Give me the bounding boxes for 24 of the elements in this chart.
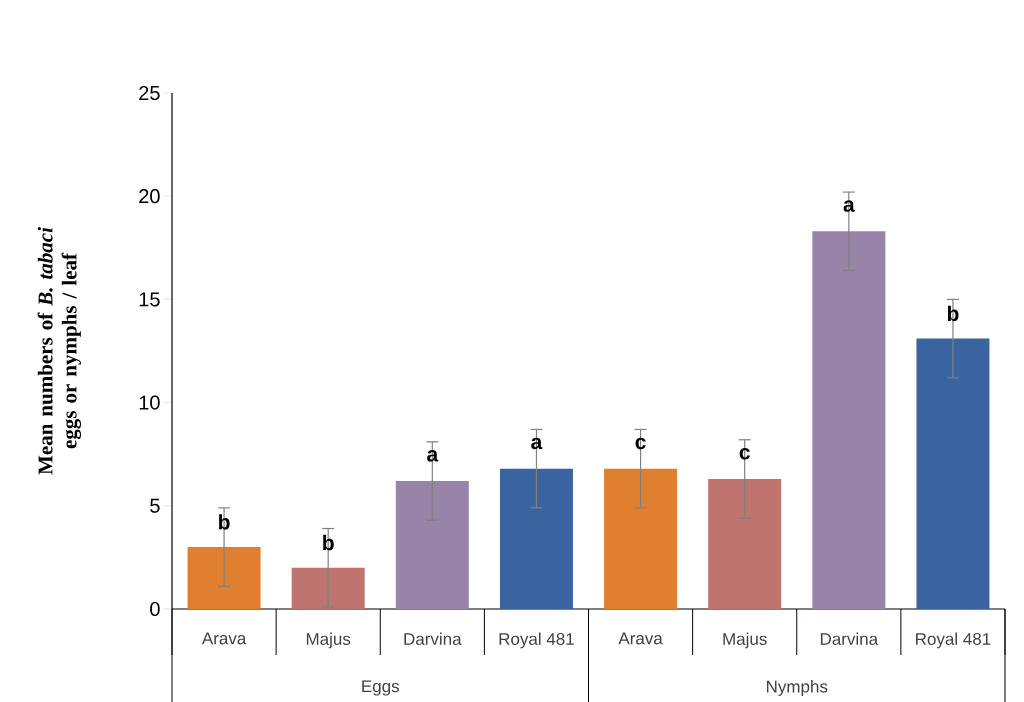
text: Nymphs — [766, 680, 828, 696]
data-label: c — [739, 448, 750, 460]
y-tick-label: 15 — [139, 292, 160, 307]
y-tick-label: 10 — [139, 395, 160, 410]
x-tick-label: Royal 481 — [916, 632, 991, 649]
x-tick-label: Majus — [723, 632, 767, 649]
y-tick-label: 0 — [150, 601, 160, 617]
data-label: b — [219, 514, 230, 530]
y-tick-label: 20 — [139, 189, 160, 204]
data-label: b — [323, 534, 334, 551]
x-tick-label: Darvina — [820, 632, 879, 646]
x-tick-label: Arava — [201, 632, 247, 645]
y-tick-label: 25 — [139, 85, 160, 101]
x-tick-label: Darvina — [404, 632, 462, 646]
x-tick-label: Majus — [306, 632, 351, 649]
y-tick-label: 5 — [150, 498, 160, 513]
text: Eggs — [362, 680, 400, 696]
data-label: a — [531, 437, 543, 450]
data-label: c — [635, 437, 646, 450]
data-label: a — [843, 200, 855, 212]
data-label: b — [947, 305, 959, 322]
x-tick-label: Arava — [618, 632, 663, 645]
data-label: a — [427, 450, 439, 462]
x-tick-label: Royal 481 — [499, 632, 574, 649]
